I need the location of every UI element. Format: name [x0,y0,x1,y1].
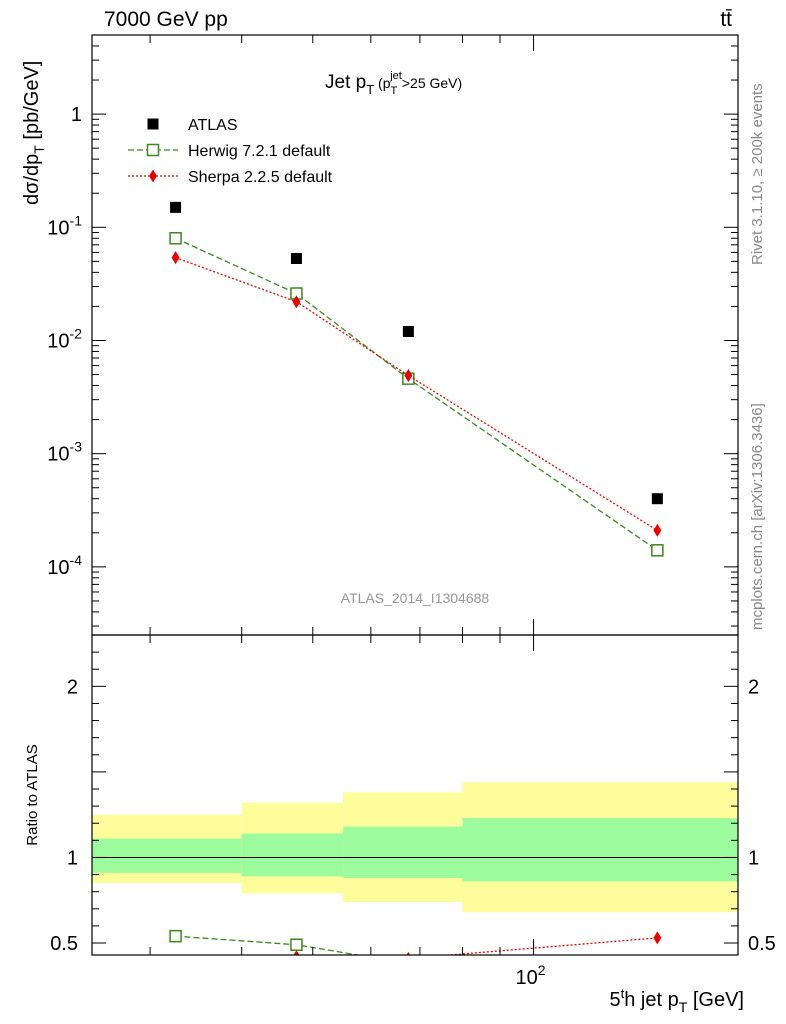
ratio-y-tick-label: 2 [67,676,78,698]
ratio-point-1-3 [653,931,662,945]
data-point-0-2 [402,326,414,338]
data-point-2-3 [653,523,662,537]
header-process-label: tt̄ [720,8,732,31]
y-tick-label: 10-4 [47,552,82,579]
inner-band-2 [343,826,463,878]
y-tick-label-exponent: -1 [70,212,83,228]
y-tick-label-exponent: -3 [70,439,83,455]
legend-marker-0 [147,118,159,130]
ratio-point-1-0 [172,960,180,973]
data-point-1-3 [651,544,664,557]
main-y-axis-title: dσ/dpT [pb/GeV] [21,61,47,205]
main-x-ticks [149,35,535,635]
y-tick-label-exponent: -2 [70,325,83,341]
y-tick-label-exponent: -4 [70,552,83,568]
data-point-0-1 [290,253,302,265]
y-tick-label-base: 10 [47,557,69,579]
ratio-y-tick-label: 1 [67,847,78,869]
inner-band-1 [241,833,344,877]
data-point-0-3 [651,493,663,505]
ratio-plot-frame [91,634,739,956]
legend-label-2: Sherpa 2.2.5 default [188,169,333,186]
mcplots-label: mcplots.cern.ch [arXiv:1306.3436] [749,403,766,630]
x-tick-label-exponent: 2 [538,962,546,978]
ratio-line-1 [441,937,658,955]
legend-marker-2 [149,169,157,183]
y-tick-label: 10-3 [47,439,82,466]
ratio-y-tick-label-right: 1 [748,847,759,869]
y-tick-label: 1 [71,104,82,126]
x-tick-label: 102 [516,962,546,989]
y-tick-label-base: 10 [47,330,69,352]
data-point-2-2 [404,369,413,383]
ratio-line-0 [175,935,362,955]
main-plot-title: Jet pT (pTjet>25 GeV) [325,70,462,97]
data-point-0-0 [170,201,182,213]
ratio-y-tick-label-right: 0.5 [748,933,776,955]
x-tick-label-base: 10 [516,967,538,989]
ratio-point-1-1 [293,950,300,955]
ratio-point-0-2 [403,958,414,969]
legend: ATLAS Herwig 7.2.1 default Sherpa 2.2.5 de… [128,117,333,186]
y-tick-label: 10-1 [47,212,82,239]
ratio-point-0-1 [290,938,303,951]
ratio-x-ticks: 102 [149,635,546,989]
data-point-1-0 [169,232,182,245]
series-line-2 [175,256,658,531]
main-y-ticks: 110-110-210-310-4 [47,34,738,627]
x-axis-title: 5th jet pT [GeV] [610,986,745,1015]
analysis-watermark: ATLAS_2014_I1304688 [341,590,490,606]
ratio-data-layer [169,929,663,974]
main-data-layer [169,201,664,557]
ratio-y-tick-label: 0.5 [50,933,78,955]
ratio-point-0-3 [652,963,663,974]
ratio-point-1-2 [406,951,411,955]
ratio-y-axis-title: Ratio to ATLAS [24,744,41,845]
y-tick-label: 10-2 [47,325,82,352]
ratio-plot: 0.5 0.51 12 2 102 [50,634,776,989]
legend-marker-1 [146,143,160,157]
ratio-point-0-0 [169,929,182,943]
y-tick-label-base: 10 [47,444,69,466]
legend-label-0: ATLAS [188,117,238,134]
inner-band-0 [92,838,242,873]
data-point-2-1 [292,295,301,309]
rivet-version-label: Rivet 3.1.10, ≥ 200k events [749,83,766,265]
legend-label-1: Herwig 7.2.1 default [188,143,331,160]
ratio-y-tick-label-right: 2 [748,676,759,698]
ratio-uncertainty-bands [92,782,738,913]
inner-band-3 [462,818,738,882]
data-point-2-0 [171,251,180,265]
ratio-y-ticks: 0.5 0.5 1 1 2 2 [50,651,776,955]
series-line-1 [175,237,658,551]
header-energy-label: 7000 GeV pp [104,8,228,31]
y-tick-label-base: 10 [47,217,69,239]
